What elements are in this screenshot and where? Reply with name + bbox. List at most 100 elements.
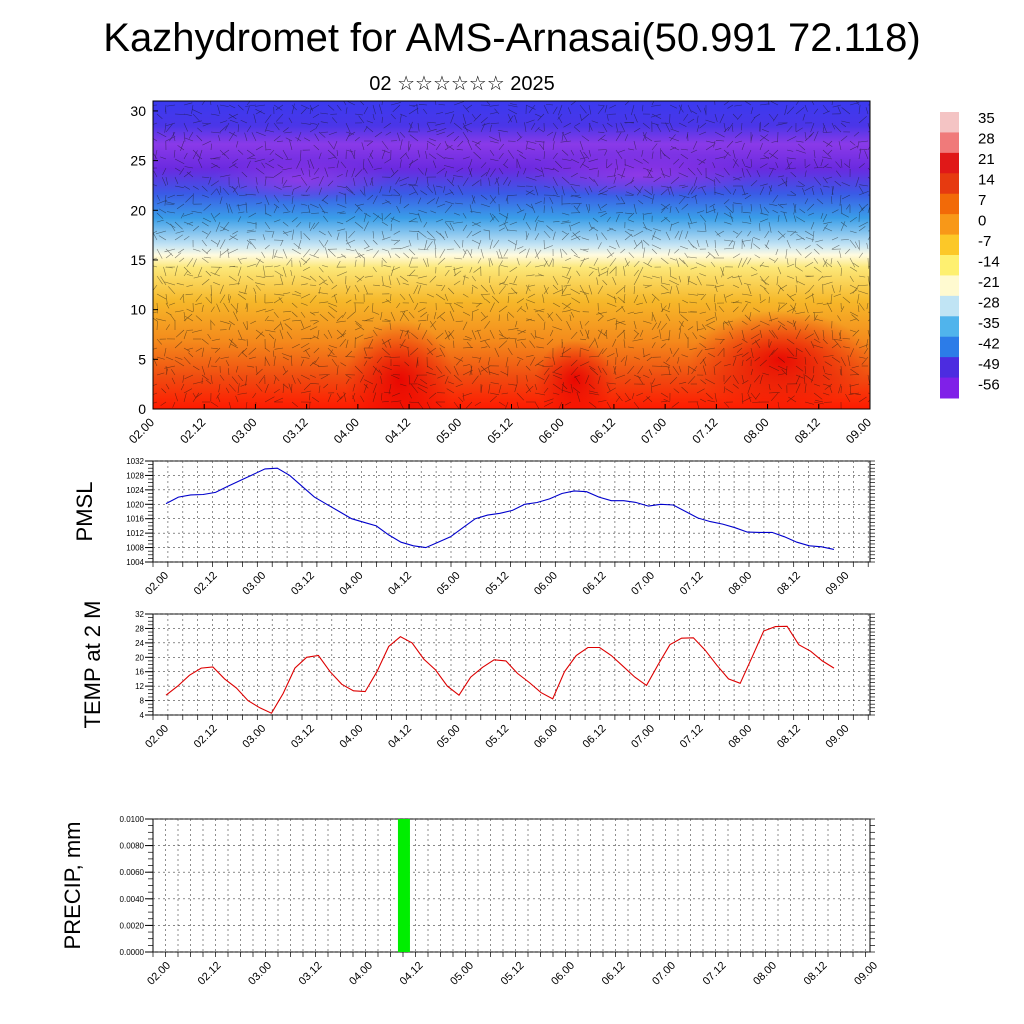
x-tick-label: 09.00 [824, 570, 852, 598]
temp-panel: 4 8 12 16 20 24 28 32 02.00 02.12 03.00 03.12 04.00 0… [80, 601, 875, 751]
precip-panel: 0.0000 0.0020 0.0040 0.0060 0.0080 0.0100 02.0… [60, 815, 880, 988]
colorbar-segment [940, 377, 959, 399]
x-tick-label: 07.12 [701, 960, 729, 988]
x-tick-label: 09.00 [824, 723, 852, 751]
x-tick-label: 07.00 [650, 960, 678, 988]
colorbar-label: -21 [978, 274, 1000, 291]
x-tick-label: 05.00 [448, 960, 476, 988]
x-tick-label: 02.00 [145, 960, 173, 988]
x-tick-label: 03.12 [289, 570, 317, 598]
y-tick-label: 1012 [126, 529, 144, 538]
x-tick-label: 02.12 [192, 723, 220, 751]
minor-ticks [148, 613, 875, 720]
x-tick-label: 04.12 [386, 570, 414, 598]
y-tick-label: 25 [130, 153, 146, 169]
x-tick-label: 05.12 [499, 960, 527, 988]
colorbar-segment [940, 214, 959, 236]
x-tick-label: 05.00 [433, 415, 464, 446]
x-tick-label: 04.00 [331, 415, 362, 446]
panel-frame [152, 818, 871, 953]
colorbar-label: 0 [978, 213, 986, 230]
y-tick-label: 15 [130, 252, 146, 268]
x-tick-label: 02.12 [192, 570, 220, 598]
x-tick-label: 07.12 [678, 570, 706, 598]
x-tick-label: 07.12 [678, 723, 706, 751]
x-tick-label: 02.00 [143, 723, 171, 751]
x-tick-label: 07.12 [689, 415, 720, 446]
x-tick-label: 08.00 [751, 960, 779, 988]
x-tick-label: 04.00 [338, 723, 366, 751]
x-tick-label: 06.12 [587, 415, 618, 446]
x-tick-label: 05.12 [483, 723, 511, 751]
x-tick-label: 03.00 [240, 723, 268, 751]
x-tick-label: 06.00 [549, 960, 577, 988]
x-tick-label: 05.00 [435, 570, 463, 598]
y-tick-label: 0.0060 [120, 868, 145, 877]
colorbar-label: -56 [978, 377, 1000, 394]
colorbar-label: 35 [978, 110, 995, 127]
y-tick-label: 10 [130, 302, 146, 318]
colorbar-label: -28 [978, 295, 1000, 312]
colorbar-segment [940, 295, 959, 317]
x-tick-label: 08.00 [726, 723, 754, 751]
x-tick-label: 04.12 [398, 960, 426, 988]
y-tick-label: 1028 [126, 471, 144, 480]
x-tick-label: 03.00 [246, 960, 274, 988]
y-tick-label: 1024 [126, 486, 144, 495]
colorbar-segment [940, 193, 959, 215]
x-tick-label: 04.00 [338, 570, 366, 598]
x-tick-label: 03.00 [228, 415, 259, 446]
x-tick-label: 02.00 [143, 570, 171, 598]
y-tick-label: 32 [135, 610, 144, 619]
y-tick-label: 24 [135, 639, 144, 648]
y-tick-label: 1020 [126, 500, 144, 509]
y-tick-label: 4 [140, 711, 145, 720]
x-tick-label: 02.12 [177, 415, 208, 446]
panel-grid [153, 818, 870, 953]
y-tick-label: 0.0020 [120, 921, 145, 930]
x-tick-label: 07.00 [638, 415, 669, 446]
x-tick-label: 07.00 [629, 570, 657, 598]
colorbar-segment [940, 336, 959, 358]
x-tick-label: 08.12 [775, 570, 803, 598]
y-tick-label: 0 [138, 401, 146, 417]
panel-grid [153, 613, 870, 716]
colorbar: 35 28 21 14 7 0 -7 -14 -21 -28 -35 -42 -49 -56 [940, 110, 1000, 399]
x-tick-label: 03.12 [280, 415, 311, 446]
colorbar-label: -7 [978, 233, 991, 250]
colorbar-label: -35 [978, 315, 1000, 332]
y-tick-label: 30 [130, 103, 146, 119]
heat-blob [690, 310, 870, 409]
y-tick-label: 12 [135, 682, 144, 691]
x-tick-label: 07.00 [629, 723, 657, 751]
x-tick-label: 08.12 [775, 723, 803, 751]
x-tick-label: 04.00 [347, 960, 375, 988]
panel-frame [152, 460, 871, 563]
y-axis-label: PMSL [72, 482, 97, 542]
x-tick-label: 02.00 [126, 415, 157, 446]
colorbar-label: 28 [978, 131, 995, 148]
x-tick-label: 09.00 [843, 415, 874, 446]
heat-blob [535, 340, 615, 409]
heat-blob [210, 158, 390, 202]
colorbar-label: 14 [978, 172, 995, 189]
precip-bar [397, 819, 410, 952]
y-tick-label: 1032 [126, 457, 144, 466]
colorbar-segment [940, 173, 959, 195]
y-tick-label: 0.0040 [120, 895, 145, 904]
y-tick-label: 1016 [126, 515, 144, 524]
x-tick-label: 03.00 [240, 570, 268, 598]
x-tick-label: 04.12 [386, 723, 414, 751]
colorbar-segment [940, 234, 959, 256]
x-tick-label: 08.12 [792, 415, 823, 446]
wind-vectors [153, 101, 870, 409]
x-tick-label: 08.12 [802, 960, 830, 988]
x-tick-label: 06.00 [532, 723, 560, 751]
heat-blob [345, 320, 455, 409]
colorbar-segment [940, 316, 959, 338]
x-tick-label: 06.00 [532, 570, 560, 598]
y-tick-label: 0.0000 [120, 948, 145, 957]
x-tick-label: 09.00 [852, 960, 880, 988]
panel-grid [153, 460, 870, 563]
